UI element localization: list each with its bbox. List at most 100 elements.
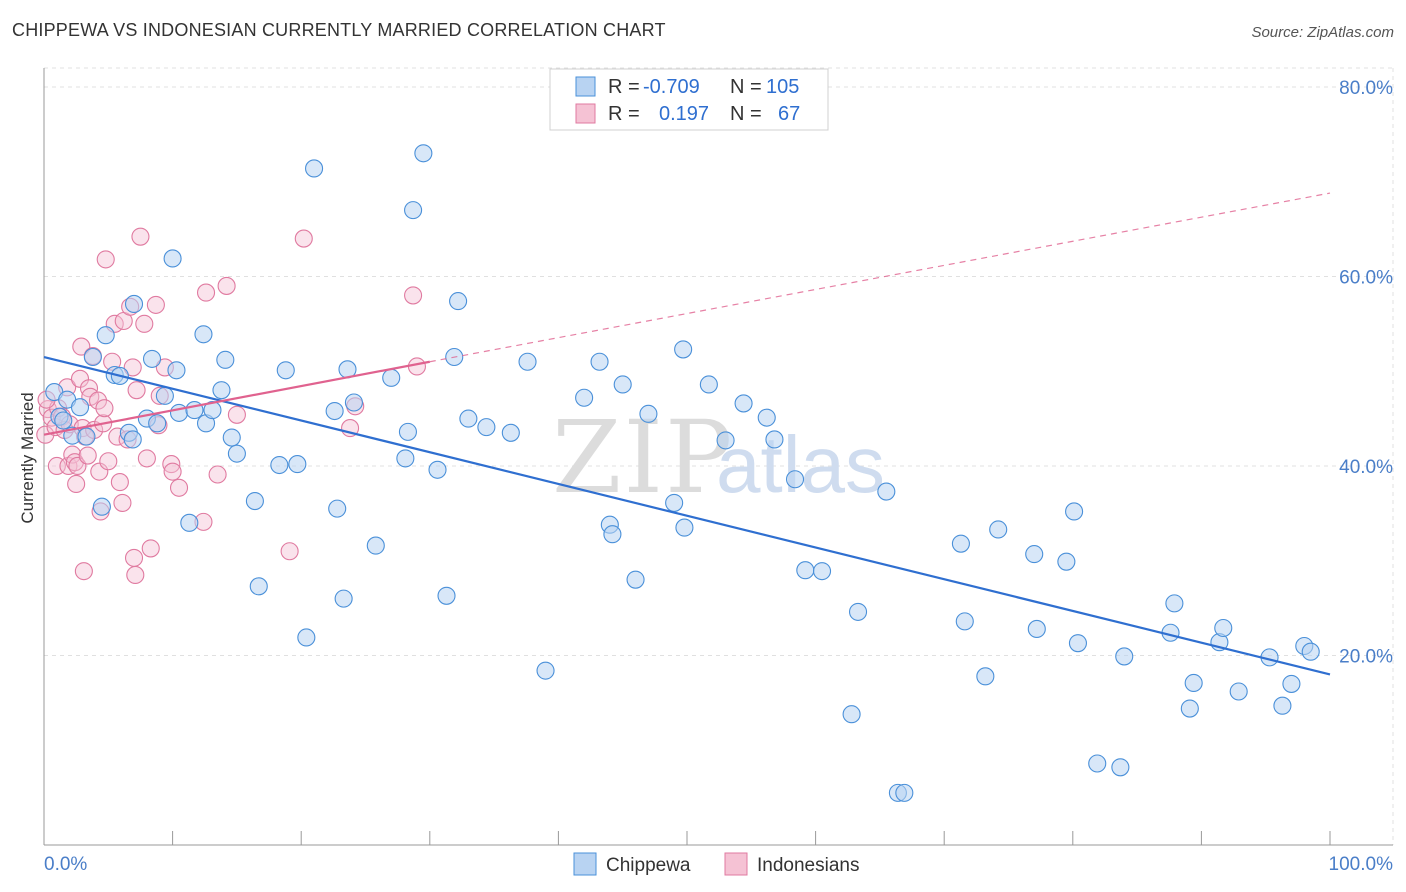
chippewa-point xyxy=(1068,634,1087,653)
chippewa-point xyxy=(297,628,316,647)
source-label: Source: ZipAtlas.com xyxy=(1251,24,1394,41)
chippewa-point xyxy=(305,159,324,178)
indonesians-point xyxy=(78,446,97,465)
indonesians-point xyxy=(90,462,109,481)
y-tick-labels: 20.0% 40.0% 60.0% 80.0% xyxy=(1339,78,1393,668)
legend-r-label-1: R = xyxy=(608,76,640,98)
indonesians-trend-extension xyxy=(429,192,1331,363)
indonesians-point xyxy=(70,369,90,388)
chippewa-point xyxy=(222,428,241,447)
indonesians-point xyxy=(135,314,154,333)
legend-n-label-1: N = xyxy=(730,76,762,98)
chippewa-point xyxy=(92,497,111,516)
chippewa-point xyxy=(951,534,970,553)
watermark: ZIP atlas xyxy=(552,399,885,516)
chippewa-point xyxy=(212,381,231,400)
chippewa-point xyxy=(842,705,861,724)
chippewa-point xyxy=(155,386,174,405)
chippewa-point xyxy=(1025,545,1044,564)
chippewa-point xyxy=(477,418,496,437)
y-tick-label-40: 40.0% xyxy=(1339,457,1393,478)
chippewa-point xyxy=(328,499,347,518)
chippewa-point xyxy=(167,361,186,380)
bottom-legend-chippewa: Chippewa xyxy=(606,855,691,876)
chippewa-point xyxy=(437,586,456,605)
chippewa-point xyxy=(716,431,735,450)
legend-swatch-indonesians xyxy=(575,103,596,124)
indonesians-point xyxy=(127,381,146,400)
indonesians-point xyxy=(227,405,246,424)
indonesians-point xyxy=(88,391,108,410)
legend-n-value-1: 105 xyxy=(766,76,799,98)
indonesians-point xyxy=(162,455,181,474)
chippewa-point xyxy=(96,326,115,345)
legend-r-value-2: 0.197 xyxy=(659,103,709,125)
chippewa-point xyxy=(245,491,264,511)
indonesians-point xyxy=(110,473,129,492)
chippewa-point xyxy=(163,249,182,268)
indonesians-trend-line xyxy=(43,360,431,436)
chippewa-point xyxy=(590,352,609,371)
chippewa-point xyxy=(675,518,694,537)
chippewa-point xyxy=(428,460,447,479)
chippewa-point xyxy=(1184,673,1203,693)
chippewa-point xyxy=(1027,619,1046,639)
chippewa-point xyxy=(124,294,144,313)
chart-title: CHIPPEWA VS INDONESIAN CURRENTLY MARRIED… xyxy=(12,20,666,40)
chippewa-point xyxy=(142,349,162,368)
chippewa-point xyxy=(366,536,385,555)
chippewa-point xyxy=(895,783,914,802)
x-tick-label-max: 100.0% xyxy=(1329,854,1394,875)
chippewa-point xyxy=(54,411,73,430)
indonesians-point xyxy=(67,474,86,494)
bottom-legend-swatch-indonesians xyxy=(724,852,748,876)
chippewa-point xyxy=(976,667,995,686)
chippewa-point xyxy=(194,325,213,344)
chippewa-point xyxy=(699,375,718,394)
legend-n-value-2: 67 xyxy=(778,103,800,125)
legend-box xyxy=(549,68,829,131)
chippewa-point xyxy=(70,398,90,417)
indonesians-point xyxy=(126,565,145,584)
chippewa-point xyxy=(325,401,344,421)
chippewa-point xyxy=(1282,674,1301,693)
bottom-legend-swatch-chippewa xyxy=(573,852,597,876)
chippewa-point xyxy=(1111,758,1130,777)
chippewa-point xyxy=(398,422,417,441)
chippewa-point xyxy=(848,602,868,621)
y-tick-label-60: 60.0% xyxy=(1339,267,1393,288)
legend-swatch-chippewa xyxy=(575,76,596,97)
indonesians-point xyxy=(217,276,236,295)
chippewa-point xyxy=(665,493,684,512)
watermark-atlas: atlas xyxy=(716,420,885,509)
indonesians-point xyxy=(407,357,426,376)
chippewa-point xyxy=(626,570,645,589)
chippewa-point xyxy=(216,350,235,369)
chippewa-point xyxy=(812,562,832,581)
y-tick-label-80: 80.0% xyxy=(1339,78,1393,99)
indonesians-point xyxy=(163,462,182,481)
legend-n-label-2: N = xyxy=(730,103,762,125)
chippewa-point xyxy=(459,409,478,428)
bottom-legend: Chippewa Indonesians xyxy=(573,852,859,876)
chippewa-point xyxy=(613,375,632,394)
chippewa-point xyxy=(1057,552,1076,571)
chippewa-point xyxy=(180,513,199,532)
chippewa-point xyxy=(575,388,594,407)
chippewa-point xyxy=(1165,594,1184,613)
chippewa-point xyxy=(955,612,974,631)
chippewa-point xyxy=(270,455,289,475)
indonesians-point xyxy=(99,452,118,471)
trend-lines xyxy=(43,192,1331,676)
y-axis-label: Currently Married xyxy=(18,392,37,523)
legend: R = -0.709 N = 105 R = 0.197 N = 67 xyxy=(549,68,829,131)
indonesians-point xyxy=(137,449,156,468)
chippewa-point xyxy=(674,340,693,359)
chippewa-point xyxy=(382,368,401,387)
indonesians-point xyxy=(95,399,114,418)
indonesians-point xyxy=(96,250,115,269)
chippewa-point xyxy=(1088,754,1107,773)
chippewa-points xyxy=(45,144,1320,802)
indonesians-point xyxy=(146,295,165,314)
